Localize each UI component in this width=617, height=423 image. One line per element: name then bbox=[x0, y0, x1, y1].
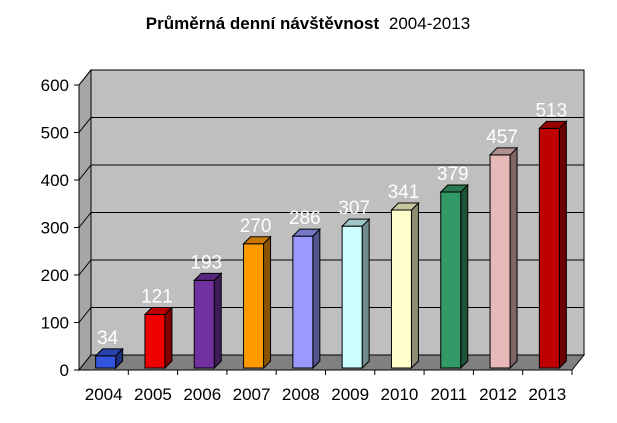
y-tick-label: 200 bbox=[41, 266, 69, 285]
x-tick-label: 2013 bbox=[528, 385, 566, 404]
y-tick-label: 500 bbox=[41, 124, 69, 143]
x-tick-label: 2012 bbox=[479, 385, 517, 404]
data-label: 270 bbox=[240, 216, 272, 237]
bar-top bbox=[143, 307, 174, 316]
gridline bbox=[78, 259, 584, 276]
bar-front bbox=[243, 243, 265, 369]
y-tick-label: 100 bbox=[41, 314, 69, 333]
data-label: 341 bbox=[388, 182, 420, 203]
bar-top bbox=[390, 202, 420, 211]
bar-2006 bbox=[193, 272, 223, 370]
gridline bbox=[78, 307, 584, 323]
bar-side bbox=[509, 146, 518, 370]
data-label: 286 bbox=[289, 208, 321, 229]
data-label: 34 bbox=[97, 328, 119, 349]
bar-top bbox=[488, 147, 519, 156]
y-tick-label: 600 bbox=[41, 76, 69, 95]
bar-front bbox=[292, 235, 314, 369]
data-label: 457 bbox=[486, 127, 518, 148]
chart-title-years: 2004-2013 bbox=[389, 14, 470, 33]
data-label: 121 bbox=[141, 287, 173, 308]
bar-2012 bbox=[488, 146, 519, 370]
bar-top bbox=[291, 228, 322, 237]
bar-side bbox=[460, 183, 469, 370]
gridline bbox=[78, 164, 584, 181]
data-label: 379 bbox=[437, 164, 469, 185]
bar-2010 bbox=[390, 201, 420, 370]
bar-2013 bbox=[538, 120, 568, 370]
x-tick-label: 2009 bbox=[331, 385, 369, 404]
x-tick-label: 2008 bbox=[282, 385, 320, 404]
chart-title: Průměrná denní návštěvnost 2004-2013 bbox=[146, 14, 470, 33]
x-tick-label: 2011 bbox=[430, 385, 467, 404]
bar-front bbox=[538, 127, 560, 369]
bar-top bbox=[193, 272, 223, 281]
gridline bbox=[78, 117, 584, 133]
bar-2007 bbox=[242, 235, 272, 370]
y-tick-label: 300 bbox=[41, 219, 69, 238]
bar-top bbox=[538, 120, 568, 129]
bar-front bbox=[95, 355, 117, 369]
gridline bbox=[78, 212, 584, 228]
x-tick-label: 2006 bbox=[183, 385, 221, 404]
y-tick-label: 400 bbox=[41, 171, 69, 190]
bar-side bbox=[312, 227, 321, 370]
data-label: 307 bbox=[338, 198, 370, 219]
bar-front bbox=[193, 279, 215, 369]
bar-front bbox=[341, 225, 363, 369]
bar-side bbox=[263, 235, 272, 370]
bar-2008 bbox=[291, 227, 322, 370]
data-label: 193 bbox=[190, 252, 222, 273]
bar-top bbox=[94, 348, 124, 357]
bar-side bbox=[558, 120, 567, 370]
gridline bbox=[78, 69, 584, 86]
bar-front bbox=[144, 314, 166, 369]
data-labels: 34 121 193 270 286 307 341 379 457 513 bbox=[97, 100, 567, 349]
x-tick-label: 2005 bbox=[134, 385, 172, 404]
bar-front bbox=[489, 154, 511, 369]
bar-top bbox=[340, 218, 371, 227]
x-tick-label: 2010 bbox=[381, 385, 419, 404]
x-axis: 2004 2005 2006 2007 2008 2009 2010 2011 2012 2013 bbox=[79, 369, 573, 404]
x-tick-label: 2007 bbox=[233, 385, 271, 404]
bar-side bbox=[410, 201, 419, 370]
bars bbox=[94, 120, 568, 370]
y-tick-label: 0 bbox=[60, 361, 69, 380]
bar-2011 bbox=[439, 183, 469, 370]
bar-2005 bbox=[143, 306, 174, 370]
y-axis: 0 100 200 300 400 500 600 bbox=[41, 76, 80, 380]
data-label: 513 bbox=[535, 100, 567, 121]
bar-side bbox=[213, 272, 222, 370]
bar-top bbox=[242, 236, 272, 245]
bar-front bbox=[440, 191, 462, 369]
x-tick-label: 2004 bbox=[85, 385, 123, 404]
bar-side bbox=[361, 217, 370, 370]
bar-top bbox=[439, 184, 469, 193]
bar-side bbox=[164, 306, 173, 370]
bar-2009 bbox=[340, 217, 371, 370]
gridlines bbox=[78, 69, 584, 323]
bar-2004 bbox=[94, 347, 124, 370]
bar-front bbox=[390, 209, 412, 369]
chart-title-bold: Průměrná denní návštěvnost bbox=[146, 14, 380, 33]
